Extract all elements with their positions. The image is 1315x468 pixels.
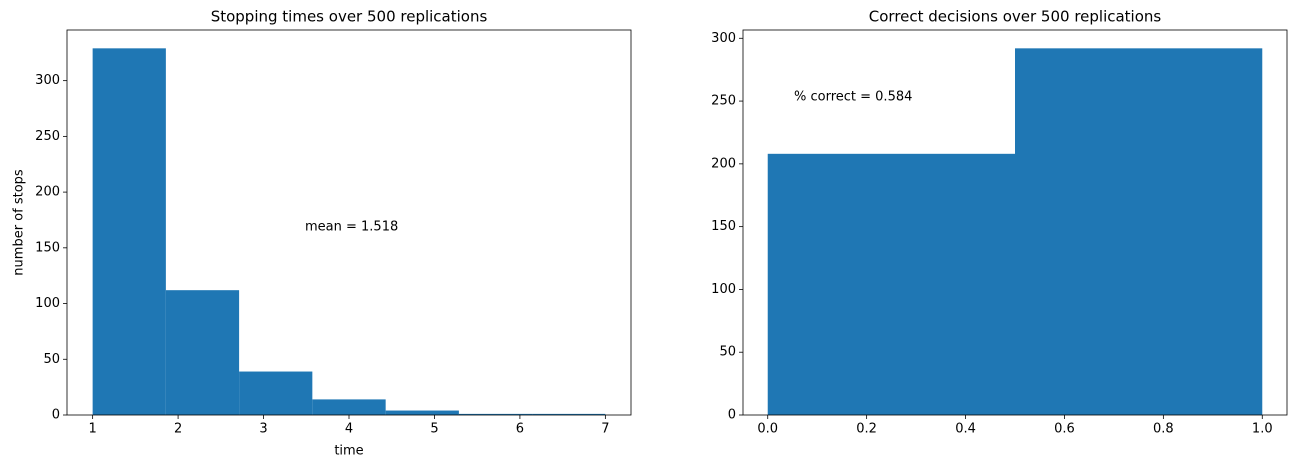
bar	[532, 413, 606, 415]
bar	[312, 399, 386, 415]
y-tick-label: 100	[35, 296, 60, 311]
y-tick-label: 150	[711, 219, 736, 234]
axes: 1 2 3 4 5 6 7 0 50 100 150 200 250 300 Stopping times …	[12, 8, 632, 459]
x-tick-label: 0.4	[955, 422, 976, 437]
x-tick-label: 1	[88, 422, 96, 437]
annotation: % correct = 0.584	[794, 90, 912, 105]
x-tick-label: 0.0	[757, 422, 778, 437]
y-tick-label: 50	[43, 352, 60, 367]
y-tick-label: 300	[711, 31, 736, 46]
y-tick-label: 200	[35, 185, 60, 200]
y-axis-label: number of stops	[12, 169, 27, 276]
y-tick-label: 250	[35, 129, 60, 144]
y-tick-label: 200	[711, 156, 736, 171]
bar	[767, 153, 1015, 415]
y-tick-label: 300	[35, 73, 60, 88]
x-tick-label: 5	[430, 422, 438, 437]
bar	[1015, 48, 1263, 415]
x-tick-label: 3	[259, 422, 267, 437]
x-tick-label: 2	[174, 422, 182, 437]
annotation: mean = 1.518	[305, 220, 398, 235]
x-tick-label: 0.6	[1054, 422, 1075, 437]
axes: 0.0 0.2 0.4 0.6 0.8 1.0 0 50 100 150 200 250 300 Corr…	[711, 8, 1288, 437]
y-tick-label: 0	[728, 408, 736, 423]
y-tick-label: 250	[711, 94, 736, 109]
bar	[458, 413, 533, 415]
x-axis-label: time	[334, 444, 363, 459]
x-tick-label: 0.2	[856, 422, 877, 437]
x-tick-label: 0.8	[1153, 422, 1174, 437]
y-tick-label: 0	[52, 408, 60, 423]
y-tick-label: 150	[35, 240, 60, 255]
axes-frame	[742, 29, 1288, 416]
chart-title: Stopping times over 500 replications	[211, 8, 488, 26]
x-tick-label: 1.0	[1252, 422, 1273, 437]
bar	[92, 48, 166, 415]
bar	[165, 290, 240, 415]
chart-title: Correct decisions over 500 replications	[869, 8, 1162, 26]
bar	[385, 410, 459, 415]
bar	[239, 371, 313, 415]
x-tick-label: 6	[516, 422, 524, 437]
x-tick-label: 4	[345, 422, 353, 437]
y-tick-label: 50	[719, 345, 736, 360]
y-tick-label: 100	[711, 282, 736, 297]
x-tick-label: 7	[601, 422, 609, 437]
